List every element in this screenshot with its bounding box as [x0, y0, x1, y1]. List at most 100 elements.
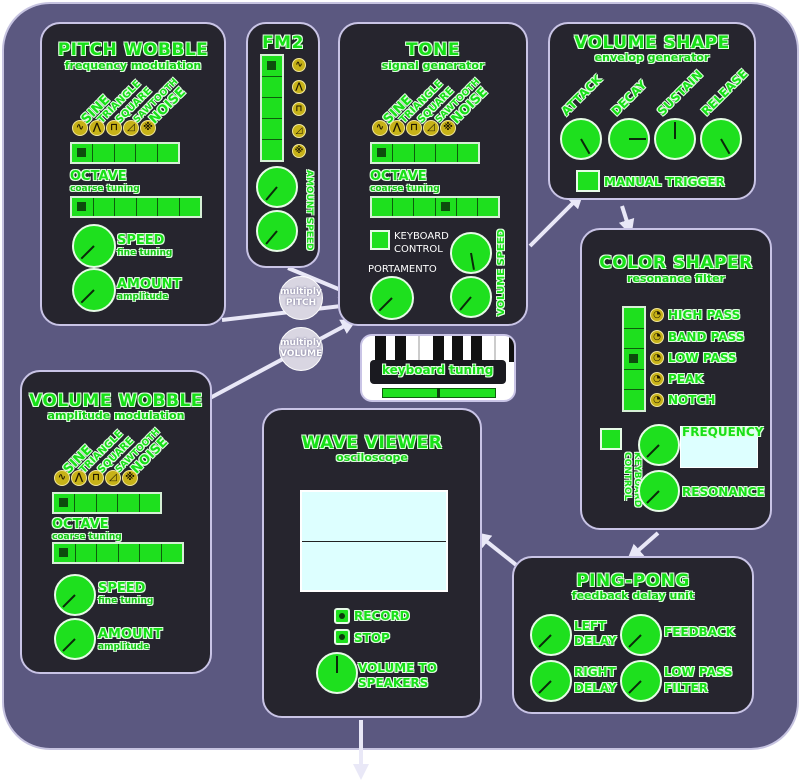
- pitch-amount-knob[interactable]: [72, 268, 116, 312]
- seg-cell[interactable]: [118, 544, 140, 562]
- tone-portamento-knob[interactable]: [370, 276, 414, 320]
- sawtooth-wave-icon[interactable]: ◿: [105, 470, 121, 486]
- fm2-speed-knob[interactable]: [256, 210, 298, 252]
- seg-cell[interactable]: [75, 494, 97, 512]
- seg-cell[interactable]: [93, 144, 115, 162]
- seg-cell[interactable]: [140, 544, 162, 562]
- release-knob[interactable]: [700, 118, 742, 160]
- stop-button[interactable]: [334, 629, 350, 645]
- fm2-waveform-selector[interactable]: [260, 54, 284, 162]
- seg-cell[interactable]: [393, 144, 415, 162]
- pitch-waveform-selector[interactable]: [70, 142, 180, 164]
- manual-trigger-button[interactable]: [576, 170, 600, 192]
- seg-cell[interactable]: [624, 308, 644, 329]
- seg-cell[interactable]: [414, 144, 437, 162]
- seg-cell[interactable]: [114, 144, 137, 162]
- seg-cell[interactable]: [72, 144, 94, 162]
- sine-wave-icon[interactable]: ∿: [72, 120, 88, 136]
- left-delay-knob[interactable]: [530, 614, 572, 656]
- vw-amount-knob[interactable]: [54, 618, 96, 660]
- seg-cell[interactable]: [624, 349, 644, 370]
- pitch-speed-knob[interactable]: [72, 224, 116, 268]
- high-pass-icon[interactable]: ◔: [650, 308, 664, 322]
- seg-cell[interactable]: [393, 198, 415, 216]
- sawtooth-wave-icon[interactable]: ◿: [423, 120, 439, 136]
- right-delay-knob[interactable]: [530, 660, 572, 702]
- resonance-knob[interactable]: [638, 470, 680, 512]
- noise-wave-icon[interactable]: ※: [122, 470, 138, 486]
- attack-knob[interactable]: [560, 118, 602, 160]
- seg-cell[interactable]: [158, 198, 180, 216]
- low-pass-icon[interactable]: ◔: [650, 351, 664, 365]
- noise-wave-icon[interactable]: ※: [440, 120, 456, 136]
- seg-cell[interactable]: [157, 144, 179, 162]
- tone-volume-knob[interactable]: [450, 232, 492, 274]
- frequency-knob[interactable]: [638, 424, 680, 466]
- color-keyboard-control-toggle[interactable]: [600, 428, 622, 450]
- seg-cell[interactable]: [477, 198, 499, 216]
- square-wave-icon[interactable]: ⊓: [106, 120, 122, 136]
- seg-cell[interactable]: [262, 98, 282, 119]
- seg-cell[interactable]: [624, 328, 644, 350]
- noise-wave-icon[interactable]: ※: [140, 120, 156, 136]
- filter-type-selector[interactable]: [622, 306, 646, 412]
- fm2-square-icon[interactable]: ⊓: [292, 102, 306, 116]
- tone-waveform-selector[interactable]: [370, 142, 480, 164]
- seg-cell[interactable]: [161, 544, 182, 562]
- tone-speed-knob[interactable]: [450, 276, 492, 318]
- seg-cell[interactable]: [436, 144, 458, 162]
- tone-keyboard-control-toggle[interactable]: [370, 230, 390, 250]
- seg-cell[interactable]: [435, 198, 457, 216]
- record-button[interactable]: [334, 608, 350, 624]
- seg-cell[interactable]: [457, 144, 479, 162]
- fm2-triangle-icon[interactable]: ⋀: [292, 80, 306, 94]
- output-volume-knob[interactable]: [316, 652, 358, 694]
- seg-cell[interactable]: [93, 198, 115, 216]
- seg-cell[interactable]: [624, 390, 644, 410]
- pitch-octave-selector[interactable]: [70, 196, 202, 218]
- sawtooth-wave-icon[interactable]: ◿: [123, 120, 139, 136]
- triangle-wave-icon[interactable]: ⋀: [71, 470, 87, 486]
- seg-cell[interactable]: [456, 198, 478, 216]
- seg-cell[interactable]: [118, 494, 140, 512]
- triangle-wave-icon[interactable]: ⋀: [389, 120, 405, 136]
- seg-cell[interactable]: [372, 144, 394, 162]
- decay-knob[interactable]: [608, 118, 650, 160]
- seg-cell[interactable]: [262, 56, 282, 77]
- seg-cell[interactable]: [97, 544, 119, 562]
- seg-cell[interactable]: [96, 494, 119, 512]
- fm2-amount-knob[interactable]: [256, 166, 298, 208]
- seg-cell[interactable]: [115, 198, 137, 216]
- notch-icon[interactable]: ◔: [650, 393, 664, 407]
- sustain-knob[interactable]: [654, 118, 696, 160]
- seg-cell[interactable]: [624, 369, 644, 391]
- triangle-wave-icon[interactable]: ⋀: [89, 120, 105, 136]
- seg-cell[interactable]: [72, 198, 94, 216]
- sine-wave-icon[interactable]: ∿: [54, 470, 70, 486]
- vw-octave-selector[interactable]: [52, 542, 184, 564]
- peak-icon[interactable]: ◔: [650, 372, 664, 386]
- seg-cell[interactable]: [54, 544, 76, 562]
- fm2-sawtooth-icon[interactable]: ◿: [292, 124, 306, 138]
- seg-cell[interactable]: [262, 140, 282, 160]
- seg-cell[interactable]: [136, 144, 158, 162]
- square-wave-icon[interactable]: ⊓: [88, 470, 104, 486]
- band-pass-icon[interactable]: ◔: [650, 330, 664, 344]
- fm2-noise-icon[interactable]: ※: [292, 144, 306, 158]
- seg-cell[interactable]: [372, 198, 394, 216]
- seg-cell[interactable]: [54, 494, 76, 512]
- vw-speed-knob[interactable]: [54, 574, 96, 616]
- vw-waveform-selector[interactable]: [52, 492, 162, 514]
- keyboard-tuning-slider[interactable]: [382, 388, 496, 398]
- feedback-knob[interactable]: [620, 614, 662, 656]
- tone-octave-selector[interactable]: [370, 196, 500, 218]
- sine-wave-icon[interactable]: ∿: [372, 120, 388, 136]
- low-pass-knob[interactable]: [620, 660, 662, 702]
- seg-cell[interactable]: [414, 198, 436, 216]
- seg-cell[interactable]: [262, 77, 282, 98]
- seg-cell[interactable]: [75, 544, 97, 562]
- seg-cell[interactable]: [139, 494, 161, 512]
- keyboard-tuning-thumb[interactable]: [437, 388, 440, 398]
- square-wave-icon[interactable]: ⊓: [406, 120, 422, 136]
- seg-cell[interactable]: [179, 198, 200, 216]
